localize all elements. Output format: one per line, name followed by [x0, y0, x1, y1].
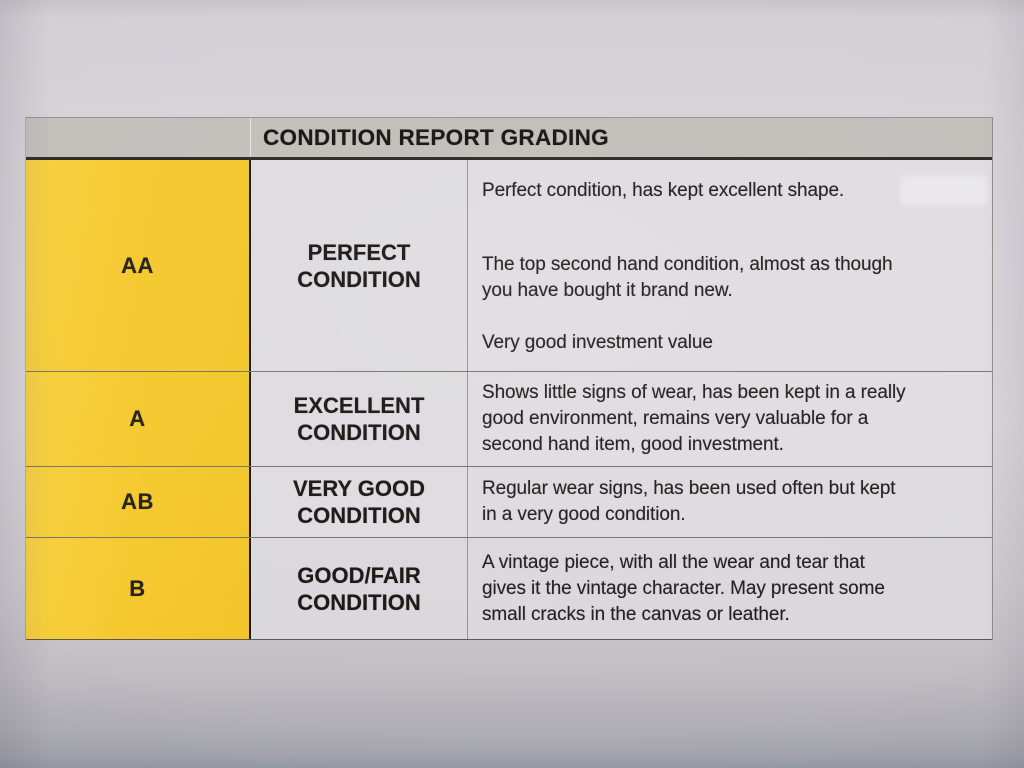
condition-label-line: PERFECT	[307, 239, 411, 265]
description-line: gives it the vintage character. May pres…	[482, 577, 885, 599]
table-header-spacer-cell	[26, 118, 251, 157]
grade-cell: A	[26, 372, 251, 466]
grade-code: AB	[121, 489, 154, 514]
condition-label-line: CONDITION	[297, 420, 421, 445]
description-line: second hand item, good investment.	[482, 434, 784, 455]
condition-label-line: EXCELLENT	[293, 393, 425, 418]
description-line: in a very good condition.	[482, 504, 686, 525]
description-paragraph: Very good investment value	[482, 330, 976, 356]
grade-code: B	[129, 575, 146, 601]
condition-label-cell: EXCELLENT CONDITION	[251, 372, 468, 466]
table-title: CONDITION REPORT GRADING	[263, 124, 609, 150]
condition-label-line: CONDITION	[297, 266, 421, 292]
condition-label-line: CONDITION	[297, 503, 421, 528]
grade-cell: AA	[26, 160, 251, 371]
description-paragraph: A vintage piece, with all the wear and t…	[482, 550, 976, 628]
description-cell: Regular wear signs, has been used often …	[468, 467, 992, 537]
condition-grading-table: CONDITION REPORT GRADING AA PERFECT COND…	[25, 117, 993, 640]
condition-label-line: CONDITION	[297, 589, 421, 615]
description-line: Perfect condition, has kept excellent sh…	[482, 180, 845, 201]
description-line: The top second hand condition, almost as…	[482, 254, 893, 275]
table-row-ab: AB VERY GOOD CONDITION Regular wear sign…	[26, 467, 992, 538]
condition-label-line: VERY GOOD	[292, 476, 426, 501]
description-line: small cracks in the canvas or leather.	[482, 603, 790, 625]
grade-cell: AB	[26, 467, 251, 537]
description-paragraph: The top second hand condition, almost as…	[482, 252, 976, 304]
description-cell: Perfect condition, has kept excellent sh…	[468, 160, 992, 371]
condition-label-cell: VERY GOOD CONDITION	[251, 467, 468, 537]
condition-label-cell: GOOD/FAIR CONDITION	[251, 538, 468, 639]
description-cell: A vintage piece, with all the wear and t…	[468, 538, 992, 639]
description-paragraph: Shows little signs of wear, has been kep…	[482, 380, 976, 458]
grade-code: A	[129, 406, 146, 431]
table-header-row: CONDITION REPORT GRADING	[26, 117, 992, 160]
grade-code: AA	[121, 252, 154, 278]
description-cell: Shows little signs of wear, has been kep…	[468, 372, 992, 466]
table-row-a: A EXCELLENT CONDITION Shows little signs…	[26, 372, 992, 467]
table-row-b: B GOOD/FAIR CONDITION A vintage piece, w…	[26, 538, 992, 640]
table-row-aa: AA PERFECT CONDITION Perfect condition, …	[26, 160, 992, 372]
condition-label-cell: PERFECT CONDITION	[251, 160, 468, 371]
description-line: you have bought it brand new.	[482, 280, 733, 301]
description-line: Shows little signs of wear, has been kep…	[482, 382, 906, 403]
description-line: A vintage piece, with all the wear and t…	[482, 551, 865, 573]
description-line: Very good investment value	[482, 332, 713, 353]
description-paragraph: Regular wear signs, has been used often …	[482, 476, 976, 528]
grade-cell: B	[26, 538, 251, 639]
description-paragraph: Perfect condition, has kept excellent sh…	[482, 178, 976, 204]
condition-label-line: GOOD/FAIR	[297, 562, 421, 588]
description-line: good environment, remains very valuable …	[482, 408, 869, 429]
description-line: Regular wear signs, has been used often …	[482, 478, 896, 499]
